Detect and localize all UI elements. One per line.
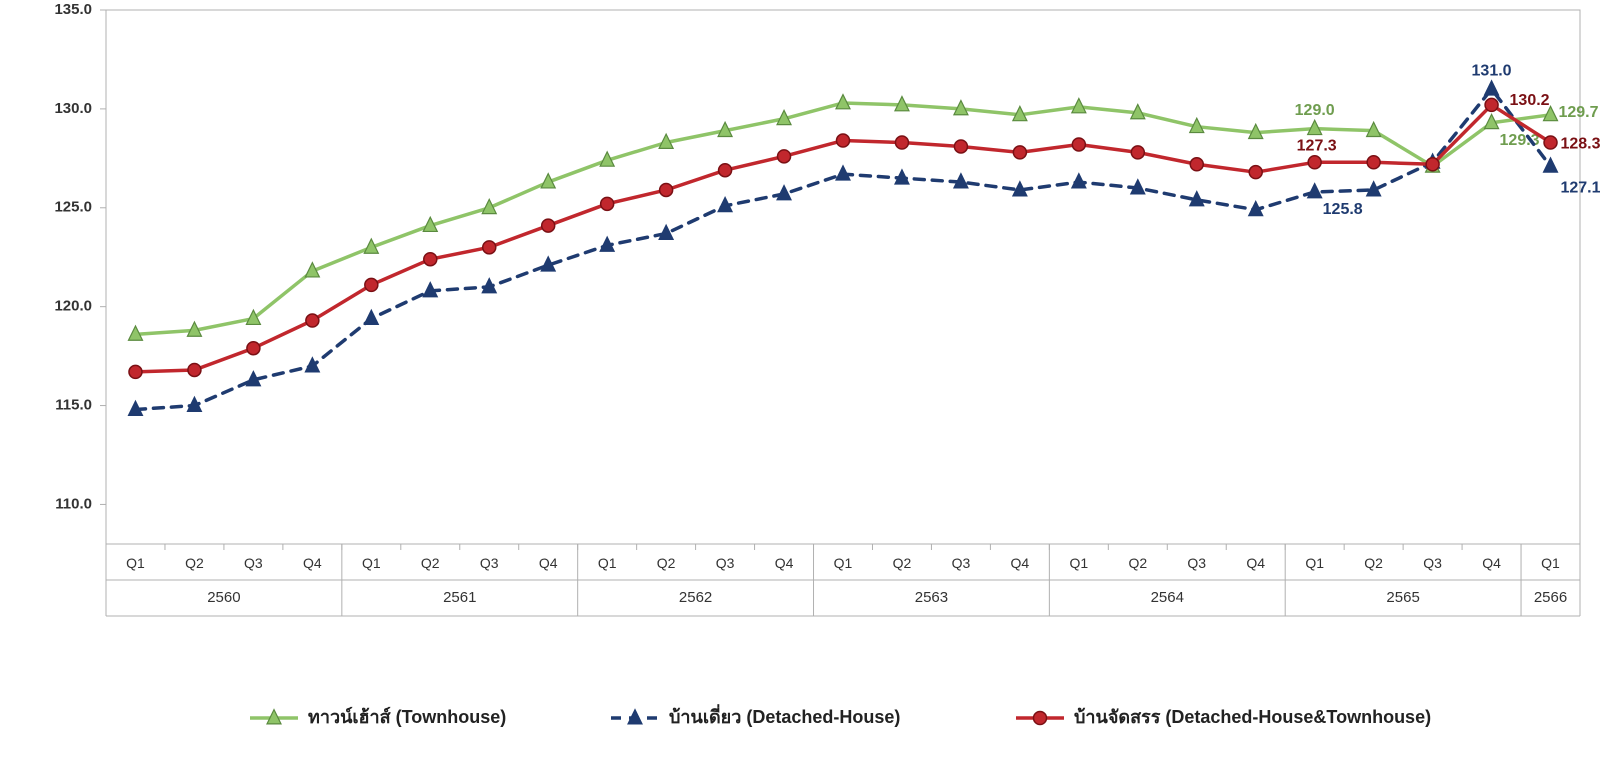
series-marker-combined bbox=[306, 314, 319, 327]
x-group-label: 2563 bbox=[915, 589, 948, 606]
line-chart: 110.0 115.0 120.0 125.0 130.0 135.0 Q1 Q2 Q3 Q4 Q1… bbox=[0, 0, 1600, 778]
series-marker-combined bbox=[1249, 166, 1262, 179]
chart-svg: 110.0 115.0 120.0 125.0 130.0 135.0 Q1 Q2 Q3 Q4 Q1… bbox=[0, 0, 1600, 778]
series-marker-combined bbox=[483, 241, 496, 254]
data-label-detached: 127.1 bbox=[1560, 179, 1600, 196]
x-tick-label: Q1 bbox=[598, 555, 617, 571]
series-marker-combined bbox=[954, 140, 967, 153]
x-group-label: 2562 bbox=[679, 589, 712, 606]
x-group-label: 2561 bbox=[443, 589, 476, 606]
x-tick-label: Q4 bbox=[1011, 555, 1030, 571]
data-label-townhouse: 129.3 bbox=[1500, 132, 1540, 149]
data-label-detached: 125.8 bbox=[1323, 201, 1363, 218]
x-tick-label: Q3 bbox=[716, 555, 735, 571]
x-tick-label: Q4 bbox=[539, 555, 558, 571]
y-tick-label: 135.0 bbox=[54, 1, 92, 18]
series-marker-combined bbox=[129, 365, 142, 378]
x-group-label: 2565 bbox=[1386, 589, 1419, 606]
series-marker-combined bbox=[837, 134, 850, 147]
series-marker-combined bbox=[424, 253, 437, 266]
series-marker-combined bbox=[188, 363, 201, 376]
data-label-combined: 130.2 bbox=[1510, 92, 1550, 109]
series-marker-combined bbox=[1367, 156, 1380, 169]
series-marker-combined bbox=[1190, 158, 1203, 171]
x-tick-label: Q1 bbox=[1541, 555, 1560, 571]
y-tick-label: 130.0 bbox=[54, 100, 92, 117]
x-tick-label: Q3 bbox=[480, 555, 499, 571]
data-label-townhouse: 129.7 bbox=[1558, 104, 1598, 121]
series-marker-combined bbox=[1544, 136, 1557, 149]
x-group-label: 2566 bbox=[1534, 589, 1567, 606]
series-marker-combined bbox=[601, 197, 614, 210]
x-tick-label: Q4 bbox=[1482, 555, 1501, 571]
series-marker-combined bbox=[1013, 146, 1026, 159]
x-tick-label: Q3 bbox=[1187, 555, 1206, 571]
x-tick-label: Q4 bbox=[303, 555, 322, 571]
series-marker-combined bbox=[1072, 138, 1085, 151]
x-tick-label: Q1 bbox=[1305, 555, 1324, 571]
x-group-label: 2564 bbox=[1151, 589, 1184, 606]
x-tick-label: Q1 bbox=[834, 555, 853, 571]
data-label-combined: 127.3 bbox=[1297, 138, 1337, 155]
x-tick-label: Q3 bbox=[244, 555, 263, 571]
x-tick-label: Q2 bbox=[185, 555, 204, 571]
legend-sample-marker bbox=[1034, 712, 1047, 725]
series-marker-combined bbox=[719, 164, 732, 177]
x-tick-label: Q2 bbox=[1364, 555, 1383, 571]
y-tick-label: 115.0 bbox=[55, 397, 92, 414]
y-tick-label: 125.0 bbox=[54, 199, 92, 216]
series-marker-combined bbox=[660, 183, 673, 196]
legend-label-detached: บ้านเดี่ยว (Detached-House) bbox=[669, 704, 900, 727]
y-tick-label: 120.0 bbox=[54, 298, 92, 315]
y-tick-label: 110.0 bbox=[55, 495, 92, 512]
series-marker-combined bbox=[365, 278, 378, 291]
legend-label-townhouse: ทาวน์เฮ้าส์ (Townhouse) bbox=[308, 706, 506, 727]
series-marker-combined bbox=[1485, 98, 1498, 111]
x-tick-label: Q3 bbox=[952, 555, 971, 571]
x-tick-label: Q1 bbox=[362, 555, 381, 571]
series-marker-combined bbox=[1308, 156, 1321, 169]
x-tick-label: Q2 bbox=[893, 555, 912, 571]
x-tick-label: Q2 bbox=[421, 555, 440, 571]
x-group-label: 2560 bbox=[207, 589, 240, 606]
data-label-townhouse: 129.0 bbox=[1295, 102, 1335, 119]
series-marker-combined bbox=[1131, 146, 1144, 159]
x-tick-label: Q4 bbox=[1246, 555, 1265, 571]
x-tick-label: Q1 bbox=[126, 555, 145, 571]
series-marker-combined bbox=[542, 219, 555, 232]
x-tick-label: Q3 bbox=[1423, 555, 1442, 571]
series-marker-combined bbox=[1426, 158, 1439, 171]
x-tick-label: Q2 bbox=[1128, 555, 1147, 571]
legend-label-combined: บ้านจัดสรร (Detached-House&Townhouse) bbox=[1074, 707, 1431, 727]
series-marker-combined bbox=[778, 150, 791, 163]
series-marker-combined bbox=[895, 136, 908, 149]
x-tick-label: Q4 bbox=[775, 555, 794, 571]
data-label-detached: 131.0 bbox=[1472, 62, 1512, 79]
series-marker-combined bbox=[247, 342, 260, 355]
x-tick-label: Q2 bbox=[657, 555, 676, 571]
x-tick-label: Q1 bbox=[1069, 555, 1088, 571]
data-label-combined: 128.3 bbox=[1560, 136, 1600, 153]
